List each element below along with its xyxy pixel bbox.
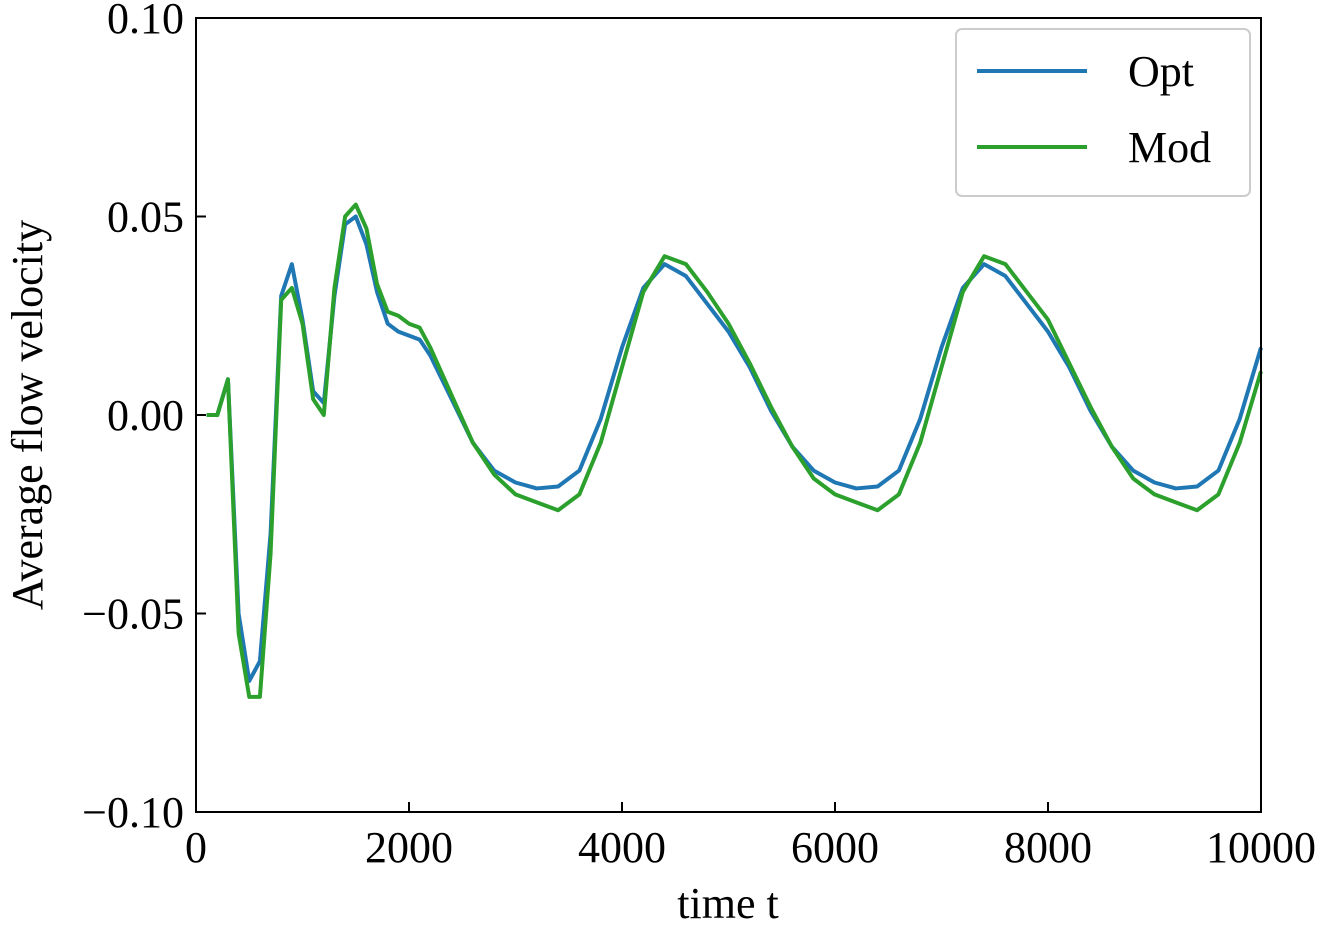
x-tick-label: 4000	[578, 823, 666, 872]
y-tick-label: 0.00	[107, 391, 184, 440]
x-tick-label: 10000	[1206, 823, 1316, 872]
line	[206, 202, 1263, 699]
y-tick-label: −0.05	[82, 590, 184, 639]
y-tick-label: 0.10	[107, 0, 184, 43]
legend-label: Mod	[1128, 123, 1211, 172]
x-tick-label: 2000	[365, 823, 453, 872]
legend-label: Opt	[1128, 47, 1194, 96]
y-tick-label: 0.05	[107, 193, 184, 242]
x-tick-label: 0	[185, 823, 207, 872]
plot-frame	[195, 17, 1262, 813]
line	[206, 214, 1263, 683]
x-tick-label: 8000	[1004, 823, 1092, 872]
y-tick-label: −0.10	[82, 788, 184, 837]
y-axis-label: Average flow velocity	[3, 220, 52, 610]
x-tick-label: 6000	[791, 823, 879, 872]
x-axis-label: time t	[677, 879, 778, 928]
